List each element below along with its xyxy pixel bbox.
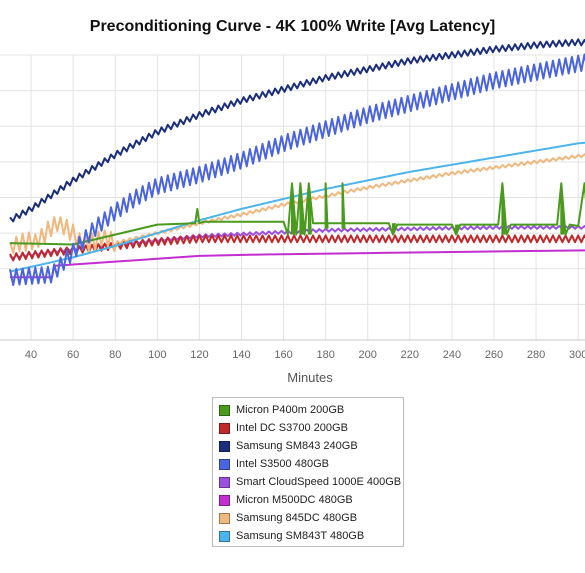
x-axis-title: Minutes [287, 370, 333, 385]
x-tick-label: 260 [485, 349, 503, 361]
x-tick-label: 140 [232, 349, 250, 361]
legend-swatch [219, 512, 230, 524]
legend-label: Samsung SM843 240GB [236, 440, 358, 452]
legend-swatch [219, 422, 230, 434]
x-tick-label: 80 [109, 349, 121, 361]
x-tick-label: 180 [316, 349, 334, 361]
x-tick-label: 280 [527, 349, 545, 361]
legend-item[interactable]: Samsung SM843 240GB [219, 437, 403, 455]
x-tick-label: 100 [148, 349, 166, 361]
x-tick-label: 200 [359, 349, 377, 361]
legend-swatch [219, 458, 230, 470]
legend-swatch [219, 494, 230, 506]
gridlines [0, 54, 585, 341]
legend-swatch [219, 440, 230, 452]
x-tick-label: 120 [190, 349, 208, 361]
legend-item[interactable]: Micron M500DC 480GB [219, 491, 403, 509]
legend-item[interactable]: Micron P400m 200GB [219, 401, 403, 419]
x-tick-label: 240 [443, 349, 461, 361]
legend-swatch [219, 530, 230, 542]
series-lines [9, 38, 585, 287]
series-line-micron-m500dc-480gb [10, 249, 585, 279]
series-line-intel-s3500-480gb [9, 53, 585, 287]
x-tick-label: 300 [569, 349, 585, 361]
legend-label: Samsung SM843T 480GB [236, 530, 365, 542]
series-line-micron-p400m-200gb [9, 182, 585, 246]
x-tick-label: 40 [25, 349, 37, 361]
chart-title: Preconditioning Curve - 4K 100% Write [A… [89, 18, 496, 35]
x-axis-ticks: 40 60 80 100 120 140 160 180 200 220 240 260 280 300 [25, 349, 585, 361]
legend-item[interactable]: Smart CloudSpeed 1000E 400GB [219, 473, 403, 491]
legend-item[interactable]: Samsung SM843T 480GB [219, 527, 403, 545]
legend-item[interactable]: Intel S3500 480GB [219, 455, 403, 473]
legend-swatch [219, 404, 230, 416]
chart-legend: Micron P400m 200GB Intel DC S3700 200GB Sa… [212, 397, 404, 547]
legend-label: Intel S3500 480GB [236, 458, 329, 470]
series-line-samsung-sm843-240gb [9, 38, 585, 223]
x-tick-label: 160 [274, 349, 292, 361]
legend-label: Micron M500DC 480GB [236, 494, 353, 506]
legend-label: Samsung 845DC 480GB [236, 512, 358, 524]
legend-label: Intel DC S3700 200GB [236, 422, 348, 434]
legend-item[interactable]: Samsung 845DC 480GB [219, 509, 403, 527]
legend-label: Micron P400m 200GB [236, 404, 345, 416]
legend-item[interactable]: Intel DC S3700 200GB [219, 419, 403, 437]
legend-swatch [219, 476, 230, 488]
legend-label: Smart CloudSpeed 1000E 400GB [236, 476, 402, 488]
x-tick-label: 220 [401, 349, 419, 361]
x-tick-label: 60 [67, 349, 79, 361]
